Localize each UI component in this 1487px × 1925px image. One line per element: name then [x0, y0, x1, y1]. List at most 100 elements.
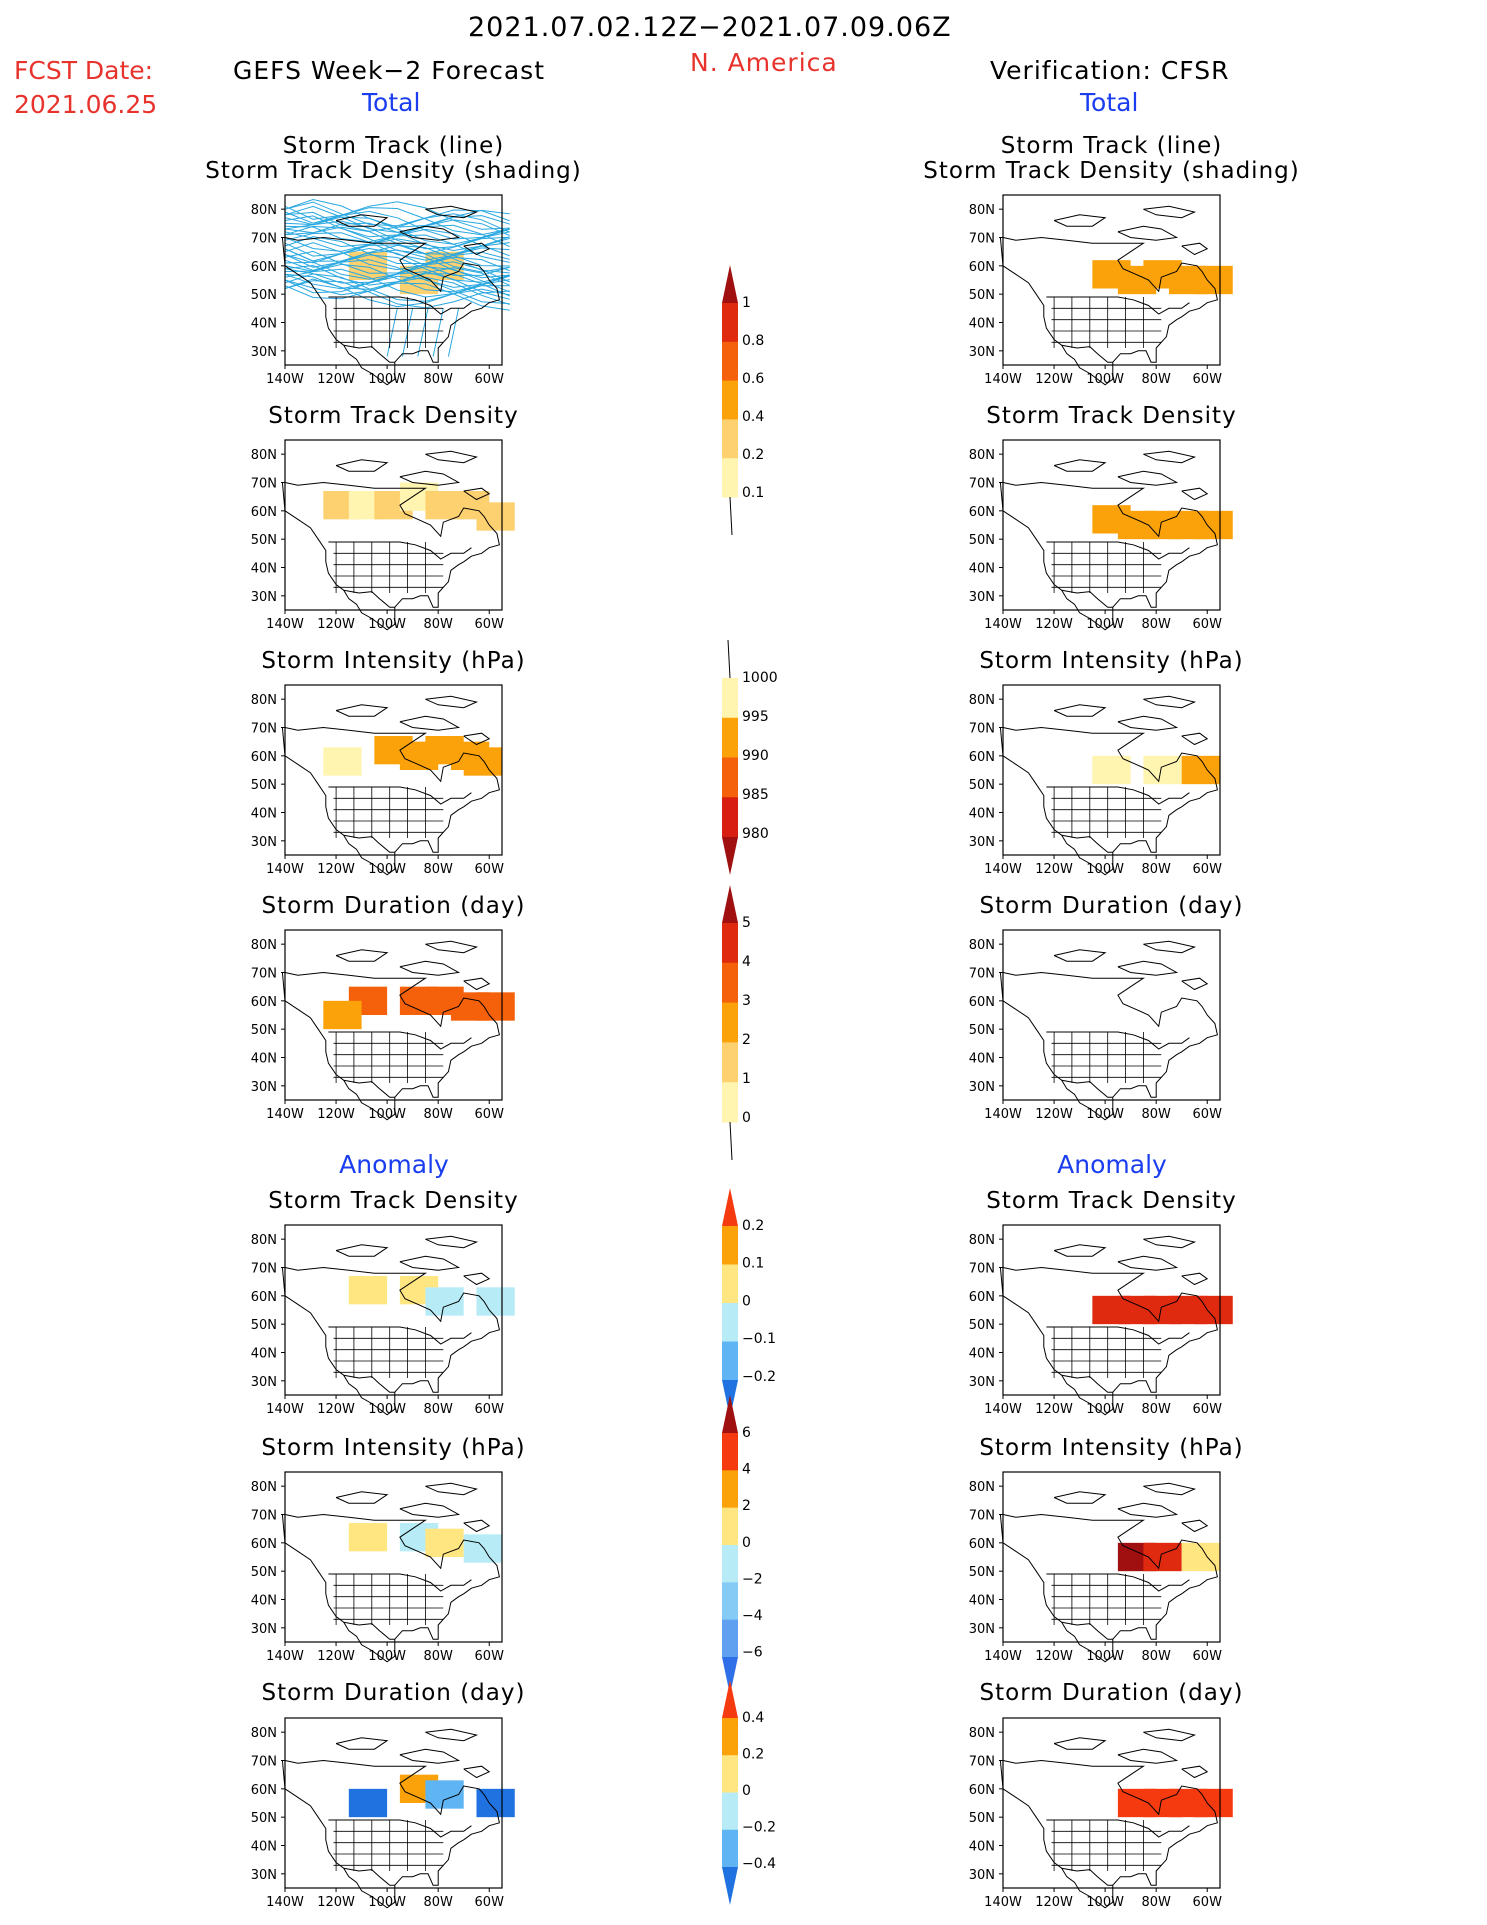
colorbar-label: 0.6 — [742, 371, 764, 387]
lat-tick-label: 30N — [251, 590, 277, 605]
map-panel-0-cfsr: 80N 70N 60N 50N 40N 30N 140W 120W 100W 80W 60W — [969, 194, 1233, 387]
lat-tick-label: 70N — [251, 1262, 277, 1277]
left-total-label: Total — [362, 88, 421, 117]
colorbar-1: 1000 995 990 985 980 — [722, 639, 778, 875]
colorbar-segment — [722, 1829, 738, 1868]
heatmap-cell-3 — [463, 1534, 502, 1563]
colorbar-arrow-top — [722, 1680, 738, 1718]
panel-frame — [284, 1717, 503, 1889]
heatmap-cell-0 — [348, 1788, 388, 1818]
lat-tick-label: 80N — [969, 203, 995, 218]
panel-frame — [1002, 194, 1221, 366]
colorbar-segment — [722, 717, 738, 758]
colorbar-segment — [722, 1470, 738, 1509]
map-panel-3-cfsr: 80N 70N 60N 50N 40N 30N 140W 120W 100W 80W 60W — [969, 929, 1222, 1122]
colorbar-label: −4 — [742, 1608, 763, 1624]
lon-tick-label: 80W — [423, 1107, 453, 1122]
lat-tick-label: 60N — [969, 1290, 995, 1305]
colorbar-arrow-top — [722, 1188, 738, 1226]
panel-title: Storm Intensity (hPa) — [261, 648, 526, 674]
panel-frame — [284, 439, 503, 611]
lat-tick-label: 30N — [969, 345, 995, 360]
lon-tick-label: 80W — [423, 1649, 453, 1664]
lon-tick-label: 120W — [317, 862, 355, 877]
colorbar-segment — [722, 380, 738, 420]
lat-tick-label: 50N — [969, 288, 995, 303]
lat-tick-label: 70N — [969, 1755, 995, 1770]
lon-tick-label: 80W — [1141, 1107, 1171, 1122]
lat-tick-label: 30N — [251, 835, 277, 850]
lat-tick-label: 40N — [969, 562, 995, 577]
lon-tick-label: 60W — [1193, 1895, 1223, 1910]
lat-tick-label: 80N — [251, 693, 277, 708]
colorbar-segment — [722, 1341, 738, 1381]
lat-tick-label: 50N — [251, 1023, 277, 1038]
colorbar-segment — [722, 797, 738, 838]
lat-tick-label: 70N — [251, 232, 277, 247]
lat-tick-label: 60N — [251, 505, 277, 520]
colorbar-segment — [722, 1002, 738, 1043]
lat-tick-label: 40N — [969, 317, 995, 332]
heatmap-cell-3 — [476, 1287, 515, 1316]
lat-tick-label: 70N — [251, 967, 277, 982]
lat-tick-label: 80N — [251, 203, 277, 218]
colorbar-label: 0 — [742, 1783, 751, 1799]
lon-tick-label: 80W — [1141, 617, 1171, 632]
panel-title: Storm Track Density — [986, 1188, 1237, 1214]
lon-tick-label: 100W — [1086, 862, 1124, 877]
colorbar-2: 5 4 3 2 1 0 — [722, 885, 751, 1161]
colorbar-label: −0.4 — [742, 1856, 776, 1872]
panel-frame — [284, 684, 503, 856]
lat-tick-label: 30N — [251, 1868, 277, 1883]
colorbar-label: 0 — [742, 1535, 751, 1551]
colorbar-label: 1 — [742, 1071, 751, 1087]
panel-frame — [1002, 929, 1221, 1101]
colorbar-arrow-top — [722, 265, 738, 303]
lon-tick-label: 60W — [1193, 372, 1223, 387]
colorbar-segment — [722, 1545, 738, 1583]
panel-frame — [1002, 1224, 1221, 1396]
lat-tick-label: 60N — [251, 750, 277, 765]
right-total-label: Total — [1080, 88, 1139, 117]
lat-tick-label: 80N — [969, 448, 995, 463]
lon-tick-label: 140W — [266, 372, 304, 387]
panel-frame — [284, 929, 503, 1101]
panel-frame — [1002, 1471, 1221, 1643]
lat-tick-label: 80N — [969, 1726, 995, 1741]
lon-tick-label: 80W — [423, 372, 453, 387]
lat-tick-label: 50N — [969, 1318, 995, 1333]
panel-title: Storm Track Density (shading) — [923, 158, 1300, 184]
lon-tick-label: 100W — [368, 372, 406, 387]
lon-tick-label: 60W — [475, 372, 505, 387]
lat-tick-label: 30N — [969, 590, 995, 605]
map-panel-6-cfsr: 80N 70N 60N 50N 40N 30N 140W 120W 100W 80W 60W — [969, 1717, 1233, 1910]
colorbar-label: 0.2 — [742, 1218, 764, 1234]
colorbar-label: 990 — [742, 748, 769, 764]
lon-tick-label: 140W — [984, 372, 1022, 387]
lon-tick-label: 100W — [1086, 372, 1124, 387]
panel-title: Storm Duration (day) — [979, 893, 1244, 919]
colorbar-5: 0.4 0.2 0 −0.2 −0.4 — [722, 1680, 776, 1905]
panel-frame — [284, 194, 503, 366]
lon-tick-label: 120W — [317, 617, 355, 632]
coastline — [281, 940, 500, 1121]
colorbar-label: 0 — [742, 1110, 751, 1126]
lon-tick-label: 120W — [1035, 1895, 1073, 1910]
lon-tick-label: 100W — [1086, 1402, 1124, 1417]
colorbar-label: 3 — [742, 993, 751, 1009]
colorbar-segment — [722, 1303, 738, 1342]
colorbar-segment — [722, 341, 738, 382]
panel-title: Storm Duration (day) — [261, 1680, 526, 1706]
lon-tick-label: 140W — [266, 1649, 304, 1664]
panel-frame — [284, 1471, 503, 1643]
lon-tick-label: 60W — [475, 862, 505, 877]
lat-tick-label: 30N — [969, 1622, 995, 1637]
colorbar-label: 0 — [742, 1293, 751, 1309]
lat-tick-label: 40N — [251, 1594, 277, 1609]
lon-tick-label: 60W — [1193, 1107, 1223, 1122]
panel-frame — [1002, 439, 1221, 611]
lat-tick-label: 70N — [969, 722, 995, 737]
lon-tick-label: 80W — [1141, 1895, 1171, 1910]
colorbar-segment — [722, 303, 738, 343]
lon-tick-label: 140W — [266, 1107, 304, 1122]
